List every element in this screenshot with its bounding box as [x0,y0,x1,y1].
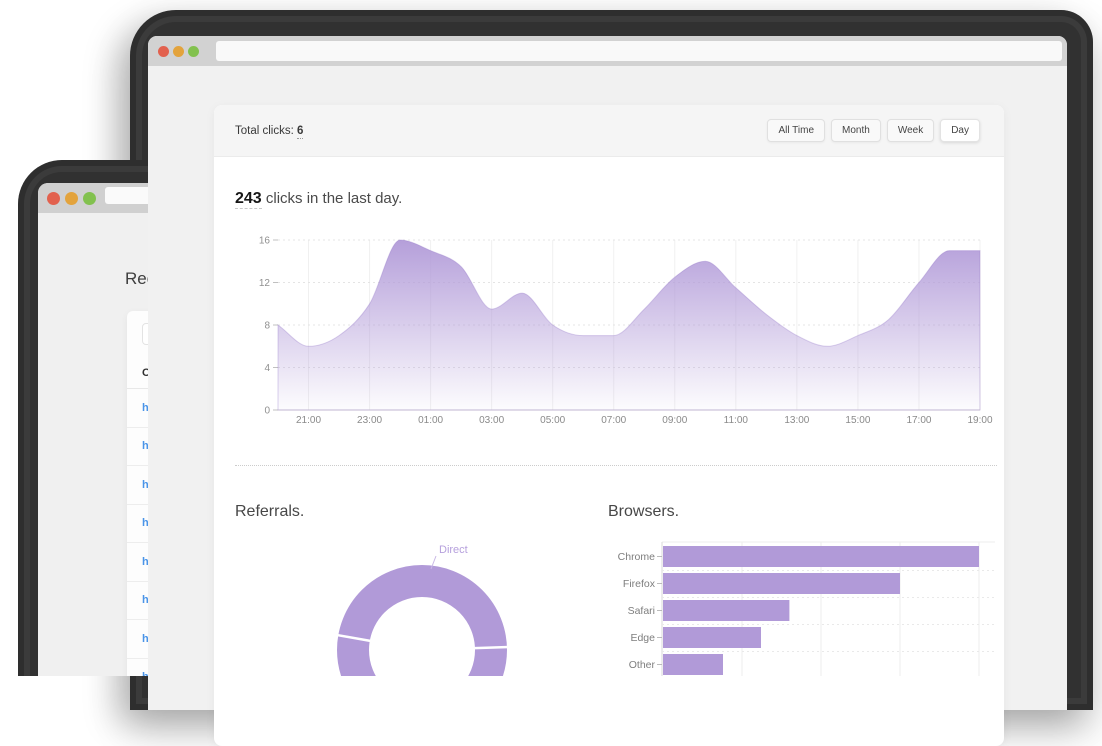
original-link[interactable]: https:// [142,594,148,607]
svg-text:4: 4 [264,363,270,374]
clicks-count: 243 [235,190,262,209]
clicks-headline-text: clicks in the last day. [261,190,403,207]
svg-text:09:00: 09:00 [662,415,687,426]
svg-text:0: 0 [264,406,270,417]
original-link[interactable]: https:// [142,401,148,414]
svg-text:Firefox: Firefox [623,578,656,590]
browsers-bar-chart: Chrome Firefox Safari Edge Other [618,541,995,676]
table-row: https:// [127,582,148,620]
range-button-all-time[interactable]: All Time [767,119,826,142]
analytics-window-body: Total clicks: 6 All Time Month Week Day 243… [148,36,1067,746]
stats-header: Total clicks: 6 All Time Month Week Day [214,105,1004,157]
svg-text:Edge: Edge [630,632,655,644]
svg-text:05:00: 05:00 [540,415,565,426]
table-row: https:// [127,543,148,582]
table-row: https:// [127,389,148,428]
referrals-donut-chart: Direct [334,544,511,676]
range-button-week[interactable]: Week [886,119,935,142]
svg-text:16: 16 [259,236,271,247]
original-link[interactable]: https:// [142,555,148,568]
close-icon[interactable] [158,45,169,57]
original-link[interactable]: https:// [142,440,148,453]
range-buttons: All Time Month Week Day [767,119,980,142]
table-row: https:// [127,659,148,676]
table-header-original: Original [127,357,148,389]
table-row: https:// [127,466,148,505]
svg-text:Chrome: Chrome [618,551,656,563]
total-clicks-value: 6 [297,124,304,139]
svg-text:Direct: Direct [439,544,468,556]
links-window-body: Recent Original https://https://https://… [38,183,148,676]
svg-text:23:00: 23:00 [357,415,382,426]
maximize-icon[interactable] [188,45,199,57]
minimize-icon[interactable] [173,45,184,57]
analytics-card: Total clicks: 6 All Time Month Week Day 243… [214,105,1004,746]
recent-links-heading: Recent [125,269,148,288]
title-bar [38,183,148,213]
svg-text:12: 12 [259,278,271,289]
clicks-headline: 243 clicks in the last day. [235,190,403,209]
title-bar [148,36,1067,66]
svg-text:Other: Other [629,659,656,671]
referrals-title: Referrals. [235,503,305,520]
original-link[interactable]: https:// [142,632,148,645]
svg-text:19:00: 19:00 [967,415,992,426]
analytics-browser-window: Total clicks: 6 All Time Month Week Day 243… [130,10,1093,746]
links-browser-window: Recent Original https://https://https://… [18,160,148,676]
range-button-day[interactable]: Day [940,119,980,142]
address-bar[interactable] [105,187,148,204]
address-bar[interactable] [216,41,1062,61]
table-row: https:// [127,505,148,543]
clicks-area-chart: 21:00 23:00 01:00 03:00 05:00 07:00 09:00 11:00… [259,236,993,427]
page: { "front_window": { "stats_header": { "t… [18,10,1093,710]
section-divider [235,465,997,466]
total-clicks: Total clicks: 6 [235,124,304,139]
maximize-icon[interactable] [82,191,96,205]
svg-text:Safari: Safari [628,605,655,617]
links-window-clip: Recent Original https://https://https://… [18,160,148,676]
svg-text:8: 8 [264,321,270,332]
links-table: https:// https:// https:// https:// https://… [127,389,148,676]
svg-text:01:00: 01:00 [418,415,443,426]
original-link[interactable]: https:// [142,478,148,491]
table-row: https:// [127,620,148,659]
original-link[interactable]: https:// [142,517,148,530]
svg-text:15:00: 15:00 [845,415,870,426]
total-clicks-label: Total clicks: [235,124,294,137]
close-icon[interactable] [46,191,60,205]
svg-text:07:00: 07:00 [601,415,626,426]
table-row: https:// [127,428,148,466]
search-input[interactable] [142,323,148,345]
recent-links-card: Original https://https://https://https:/… [127,311,148,676]
svg-text:03:00: 03:00 [479,415,504,426]
browsers-title: Browsers. [608,503,680,520]
minimize-icon[interactable] [64,191,78,205]
svg-text:11:00: 11:00 [724,415,749,426]
svg-text:21:00: 21:00 [296,415,321,426]
original-link[interactable]: https:// [142,671,148,676]
svg-text:13:00: 13:00 [784,415,809,426]
range-button-month[interactable]: Month [831,119,881,142]
svg-text:17:00: 17:00 [906,415,931,426]
